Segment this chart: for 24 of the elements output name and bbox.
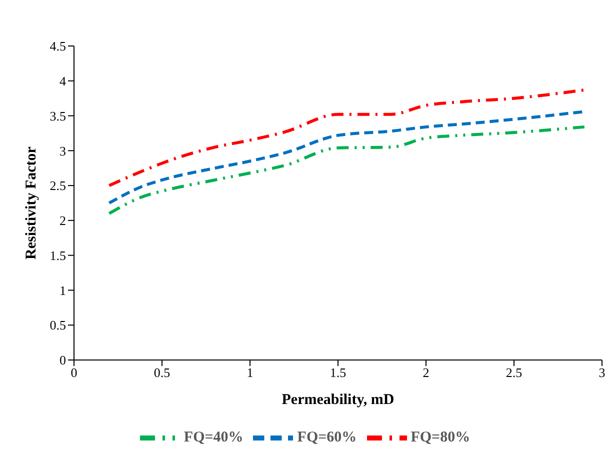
legend-label: FQ=40% (184, 429, 244, 446)
x-axis-title: Permeability, mD (282, 392, 394, 408)
y-tick-label: 1.5 (50, 248, 66, 263)
x-tick-label: 1 (246, 365, 254, 380)
x-tick-label: 0 (70, 365, 78, 380)
y-tick-label: 2 (60, 213, 66, 228)
y-tick-label: 4 (60, 74, 66, 89)
y-tick-label: 0 (60, 352, 66, 368)
y-axis-title: Resistivity Factor (23, 146, 40, 260)
legend-label: FQ=80% (410, 429, 470, 446)
y-tick-label: 4.5 (50, 38, 66, 54)
x-tick-label: 3 (598, 365, 606, 380)
y-tick-label: 3.5 (50, 108, 66, 124)
x-tick-label: 2.5 (506, 365, 522, 380)
x-tick-label: 2 (422, 365, 430, 380)
line-series (108, 125, 586, 215)
y-tick-label: 2.5 (50, 178, 66, 194)
x-tick-label: 1.5 (330, 365, 346, 380)
legend-label: FQ=60% (297, 429, 357, 446)
y-tick-label: 0.5 (50, 318, 66, 333)
y-tick-label: 3 (60, 143, 66, 158)
x-tick-label: 0.5 (154, 365, 170, 380)
y-tick-label: 1 (60, 282, 66, 298)
line-series (108, 88, 586, 188)
